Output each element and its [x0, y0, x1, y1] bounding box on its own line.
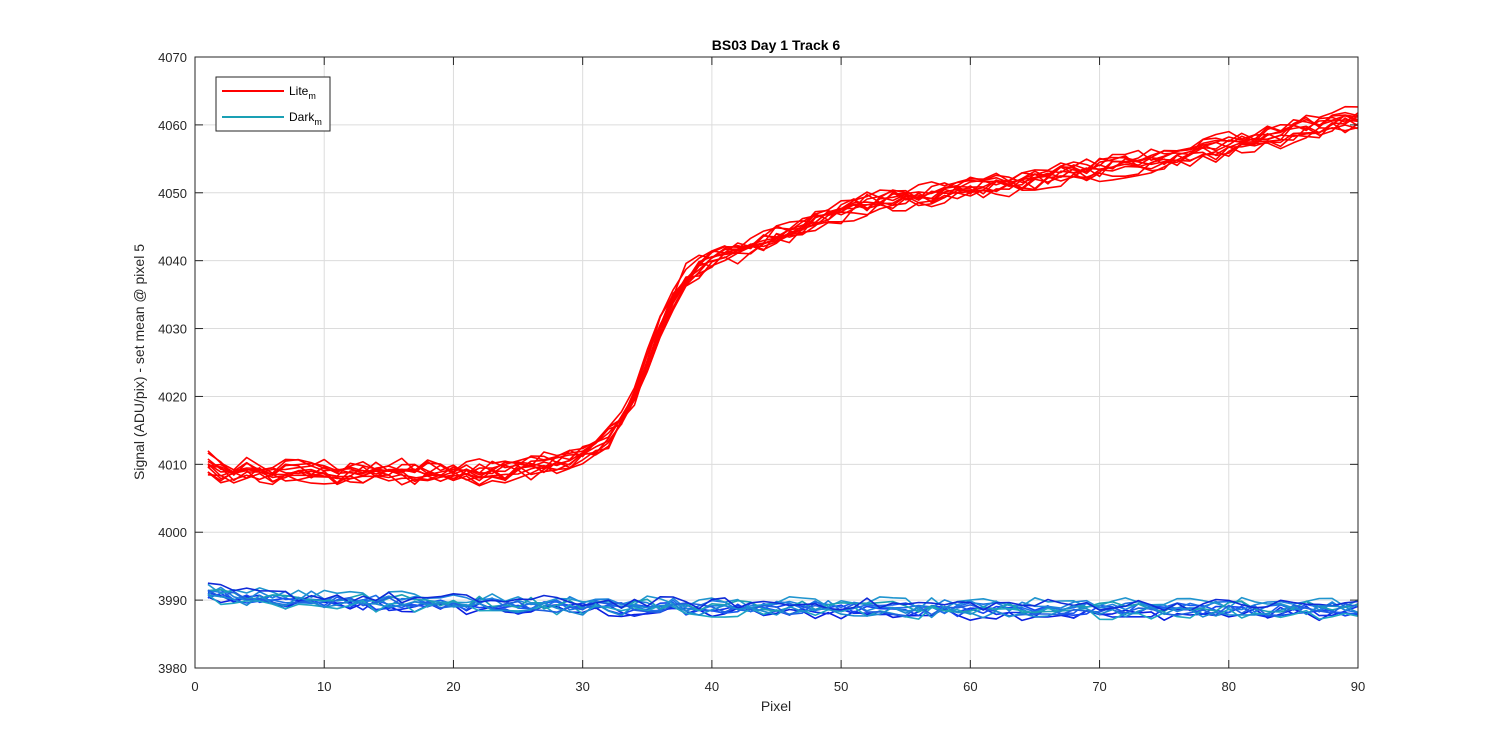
y-tick-label: 3990 — [158, 593, 187, 608]
y-axis-label: Signal (ADU/pix) - set mean @ pixel 5 — [131, 244, 147, 480]
series-line-dark — [207, 582, 1359, 612]
series-line-dark — [207, 594, 1359, 619]
series-line-dark — [207, 583, 1359, 611]
chart-title: BS03 Day 1 Track 6 — [712, 37, 841, 53]
legend-label-lite: Litem — [289, 84, 316, 101]
x-tick-label: 80 — [1222, 679, 1236, 694]
series-line-lite — [207, 115, 1359, 484]
y-tick-label: 4040 — [158, 254, 187, 269]
x-tick-label: 20 — [446, 679, 460, 694]
x-tick-label: 60 — [963, 679, 977, 694]
x-tick-label: 10 — [317, 679, 331, 694]
y-tick-label: 3980 — [158, 661, 187, 676]
series-lines — [207, 105, 1359, 622]
x-tick-labels: 0 10 20 30 40 50 60 70 80 90 — [191, 679, 1365, 694]
legend-label-dark: Darkm — [289, 110, 322, 127]
x-tick-label: 90 — [1351, 679, 1365, 694]
x-tick-label: 0 — [191, 679, 198, 694]
ticks — [194, 56, 1359, 669]
grid — [195, 57, 1358, 668]
x-tick-label: 50 — [834, 679, 848, 694]
y-tick-label: 4020 — [158, 389, 187, 404]
y-tick-label: 4030 — [158, 322, 187, 337]
y-tick-label: 4060 — [158, 118, 187, 133]
y-tick-label: 4010 — [158, 457, 187, 472]
series-line-lite — [207, 115, 1359, 477]
x-tick-label: 30 — [575, 679, 589, 694]
plot-frame — [194, 56, 1359, 669]
y-tick-label: 4000 — [158, 525, 187, 540]
x-tick-label: 40 — [705, 679, 719, 694]
x-axis-label: Pixel — [761, 698, 791, 714]
legend-box — [215, 76, 331, 132]
y-tick-label: 4070 — [158, 50, 187, 65]
legend: Litem Darkm — [215, 76, 331, 132]
y-tick-label: 4050 — [158, 186, 187, 201]
x-tick-label: 70 — [1092, 679, 1106, 694]
series-line-dark — [207, 588, 1359, 614]
series-line-dark — [207, 586, 1359, 613]
y-tick-labels: 3980 3990 4000 4010 4020 4030 4040 4050 4060 4070 — [158, 50, 187, 676]
series-line-lite — [207, 114, 1359, 476]
